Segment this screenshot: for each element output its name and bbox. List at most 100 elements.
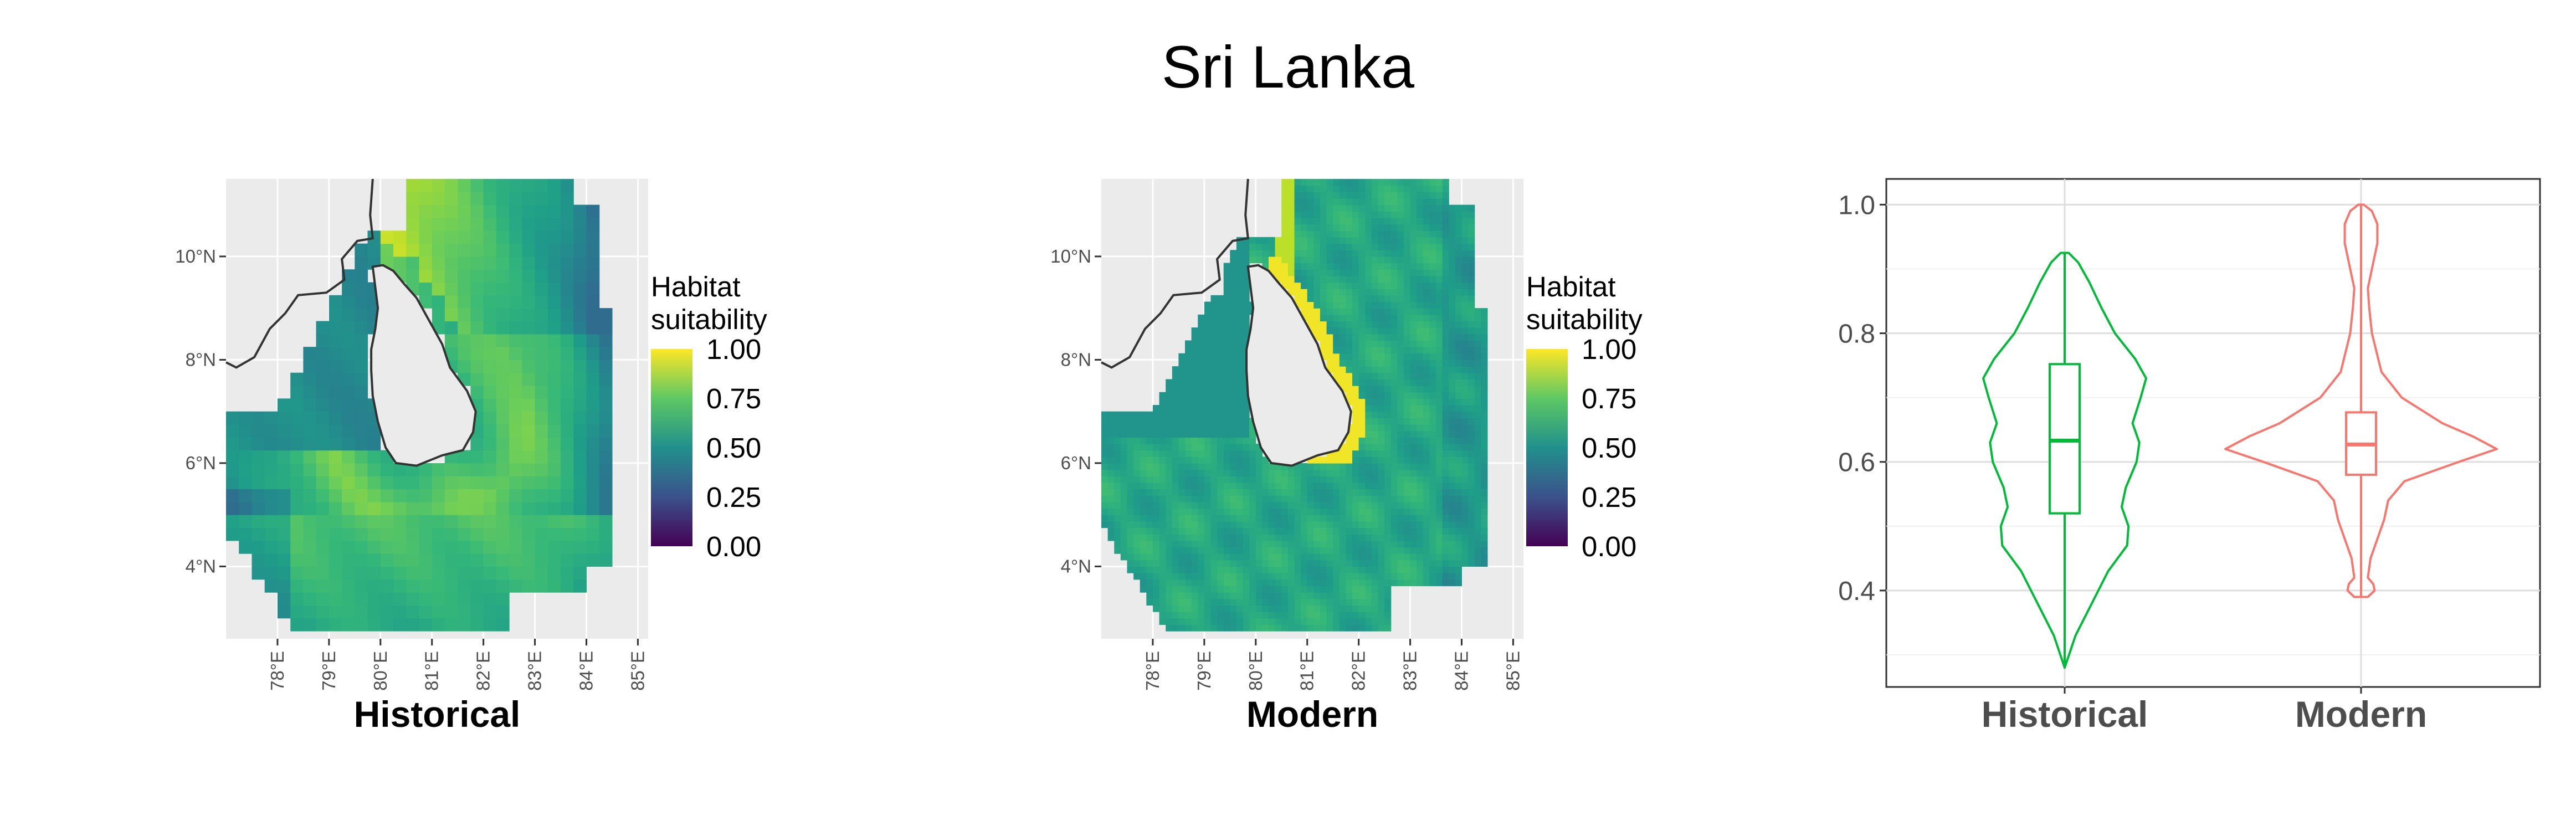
raster-cell <box>1326 521 1333 529</box>
raster-cell <box>1320 482 1327 490</box>
raster-cell <box>1481 456 1488 464</box>
raster-cell <box>1468 372 1475 379</box>
raster-cell <box>1358 392 1366 399</box>
raster-cell <box>1313 211 1321 218</box>
raster-cell <box>1191 347 1198 354</box>
raster-cell <box>1191 521 1198 529</box>
raster-cell <box>1146 476 1153 483</box>
raster-cell <box>1461 243 1469 250</box>
raster-cell <box>522 243 536 257</box>
raster-cell <box>1307 586 1314 593</box>
raster-cell <box>1210 476 1218 483</box>
raster-cell <box>316 360 330 373</box>
raster-cell <box>1243 540 1250 548</box>
raster-cell <box>1442 560 1449 567</box>
raster-cell <box>277 566 291 580</box>
raster-cell <box>1346 463 1353 470</box>
raster-cell <box>316 553 330 567</box>
raster-cell <box>1307 289 1314 296</box>
raster-cell <box>1346 256 1353 264</box>
raster-cell <box>419 295 433 309</box>
raster-cell <box>1243 501 1250 509</box>
raster-cell <box>1223 340 1230 347</box>
raster-cell <box>547 527 561 541</box>
raster-cell <box>1333 598 1340 606</box>
raster-cell <box>1133 482 1141 490</box>
raster-cell <box>1313 508 1321 515</box>
raster-cell <box>1101 521 1109 529</box>
raster-cell <box>1461 308 1469 315</box>
raster-cell <box>1281 527 1289 535</box>
raster-cell <box>1410 282 1417 289</box>
raster-cell <box>1371 573 1379 580</box>
raster-cell <box>316 321 330 335</box>
raster-cell <box>264 463 278 476</box>
raster-cell <box>1120 501 1127 509</box>
raster-cell <box>1423 573 1430 580</box>
raster-cell <box>432 579 445 593</box>
raster-cell <box>290 527 304 541</box>
raster-cell <box>1410 314 1417 322</box>
raster-cell <box>1114 527 1121 535</box>
raster-cell <box>1339 275 1346 283</box>
raster-cell <box>1461 418 1469 425</box>
raster-cell <box>1410 275 1417 283</box>
raster-cell <box>1210 424 1218 432</box>
raster-cell <box>1255 521 1263 529</box>
raster-cell <box>1127 508 1134 515</box>
raster-cell <box>1371 515 1379 522</box>
raster-cell <box>1429 430 1436 438</box>
raster-cell <box>1358 501 1366 509</box>
raster-cell <box>1390 295 1398 302</box>
raster-cell <box>1449 443 1456 451</box>
raster-cell <box>1429 489 1436 496</box>
raster-cell <box>380 553 394 567</box>
raster-cell <box>1397 243 1404 250</box>
raster-cell <box>1243 515 1250 522</box>
raster-cell <box>1294 527 1301 535</box>
raster-cell <box>1423 263 1430 270</box>
raster-cell <box>1468 411 1475 418</box>
raster-cell <box>1243 256 1250 264</box>
raster-cell <box>1455 443 1463 451</box>
raster-cell <box>1390 269 1398 276</box>
raster-cell <box>1481 501 1488 509</box>
raster-cell <box>496 527 510 541</box>
raster-cell <box>1417 450 1424 457</box>
raster-cell <box>1236 308 1244 315</box>
raster-cell <box>1281 534 1289 541</box>
raster-cell <box>1417 534 1424 541</box>
raster-cell <box>444 295 458 309</box>
raster-cell <box>1243 469 1250 476</box>
raster-cell <box>1152 489 1160 496</box>
raster-cell <box>1390 314 1398 322</box>
raster-cell <box>1346 573 1353 580</box>
raster-cell <box>1133 560 1141 567</box>
raster-cell <box>1468 263 1475 270</box>
raster-cell <box>1390 275 1398 283</box>
raster-cell <box>1384 405 1392 412</box>
raster-cell <box>1346 437 1353 444</box>
raster-cell <box>1255 573 1263 580</box>
raster-cell <box>1455 353 1463 360</box>
raster-cell <box>1339 508 1346 515</box>
raster-cell <box>355 515 368 529</box>
raster-cell <box>1358 321 1366 328</box>
raster-cell <box>1159 586 1166 593</box>
raster-cell <box>1185 450 1192 457</box>
raster-cell <box>1378 289 1385 296</box>
raster-cell <box>561 501 574 515</box>
raster-cell <box>1281 243 1289 250</box>
raster-cell <box>1358 360 1366 367</box>
raster-cell <box>1384 334 1392 341</box>
legend-title-line-1: Habitat <box>1526 271 1616 302</box>
raster-cell <box>561 579 574 593</box>
raster-cell <box>1436 515 1443 522</box>
raster-cell <box>1384 553 1392 561</box>
raster-cell <box>290 411 304 425</box>
raster-cell <box>1152 605 1160 612</box>
raster-cell <box>1423 301 1430 309</box>
raster-cell <box>1410 243 1417 250</box>
raster-cell <box>1417 269 1424 276</box>
raster-cell <box>1397 366 1404 373</box>
